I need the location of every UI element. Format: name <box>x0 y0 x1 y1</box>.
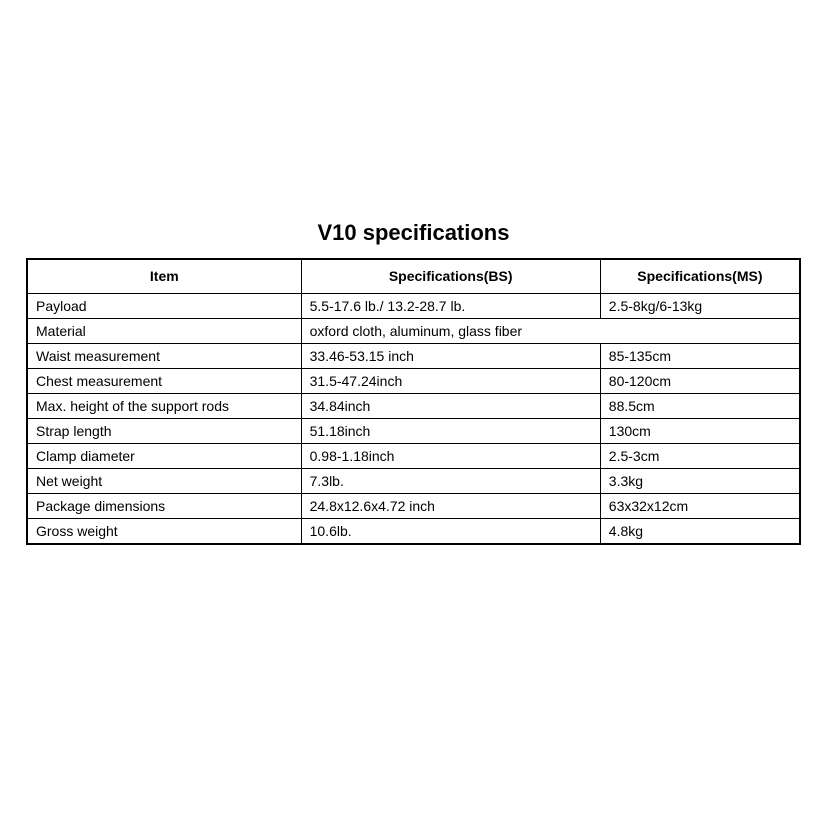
cell-bs: 7.3lb. <box>301 468 600 493</box>
table-body: Payload5.5-17.6 lb./ 13.2-28.7 lb.2.5-8k… <box>27 293 800 544</box>
cell-ms: 4.8kg <box>600 518 800 544</box>
table-row: Strap length51.18inch130cm <box>27 418 800 443</box>
table-row: Materialoxford cloth, aluminum, glass fi… <box>27 318 800 343</box>
page-title: V10 specifications <box>318 220 510 246</box>
header-item: Item <box>27 259 301 293</box>
cell-ms: 130cm <box>600 418 800 443</box>
cell-bs: 31.5-47.24inch <box>301 368 600 393</box>
table-row: Max. height of the support rods34.84inch… <box>27 393 800 418</box>
header-bs: Specifications(BS) <box>301 259 600 293</box>
header-ms: Specifications(MS) <box>600 259 800 293</box>
cell-item: Waist measurement <box>27 343 301 368</box>
cell-ms: 80-120cm <box>600 368 800 393</box>
cell-item: Payload <box>27 293 301 318</box>
cell-merged: oxford cloth, aluminum, glass fiber <box>301 318 800 343</box>
cell-item: Net weight <box>27 468 301 493</box>
table-row: Waist measurement33.46-53.15 inch85-135c… <box>27 343 800 368</box>
table-row: Payload5.5-17.6 lb./ 13.2-28.7 lb.2.5-8k… <box>27 293 800 318</box>
cell-item: Gross weight <box>27 518 301 544</box>
table-header-row: Item Specifications(BS) Specifications(M… <box>27 259 800 293</box>
cell-bs: 33.46-53.15 inch <box>301 343 600 368</box>
cell-item: Max. height of the support rods <box>27 393 301 418</box>
cell-bs: 34.84inch <box>301 393 600 418</box>
table-row: Chest measurement31.5-47.24inch80-120cm <box>27 368 800 393</box>
cell-bs: 0.98-1.18inch <box>301 443 600 468</box>
cell-ms: 3.3kg <box>600 468 800 493</box>
table-row: Gross weight10.6lb.4.8kg <box>27 518 800 544</box>
cell-item: Material <box>27 318 301 343</box>
cell-bs: 10.6lb. <box>301 518 600 544</box>
cell-item: Strap length <box>27 418 301 443</box>
cell-ms: 63x32x12cm <box>600 493 800 518</box>
table-row: Net weight7.3lb.3.3kg <box>27 468 800 493</box>
table-row: Package dimensions24.8x12.6x4.72 inch63x… <box>27 493 800 518</box>
table-row: Clamp diameter0.98-1.18inch2.5-3cm <box>27 443 800 468</box>
cell-item: Clamp diameter <box>27 443 301 468</box>
specifications-table: Item Specifications(BS) Specifications(M… <box>26 258 801 545</box>
cell-bs: 5.5-17.6 lb./ 13.2-28.7 lb. <box>301 293 600 318</box>
cell-item: Chest measurement <box>27 368 301 393</box>
cell-ms: 2.5-3cm <box>600 443 800 468</box>
cell-ms: 88.5cm <box>600 393 800 418</box>
cell-ms: 85-135cm <box>600 343 800 368</box>
cell-bs: 51.18inch <box>301 418 600 443</box>
cell-bs: 24.8x12.6x4.72 inch <box>301 493 600 518</box>
cell-ms: 2.5-8kg/6-13kg <box>600 293 800 318</box>
cell-item: Package dimensions <box>27 493 301 518</box>
